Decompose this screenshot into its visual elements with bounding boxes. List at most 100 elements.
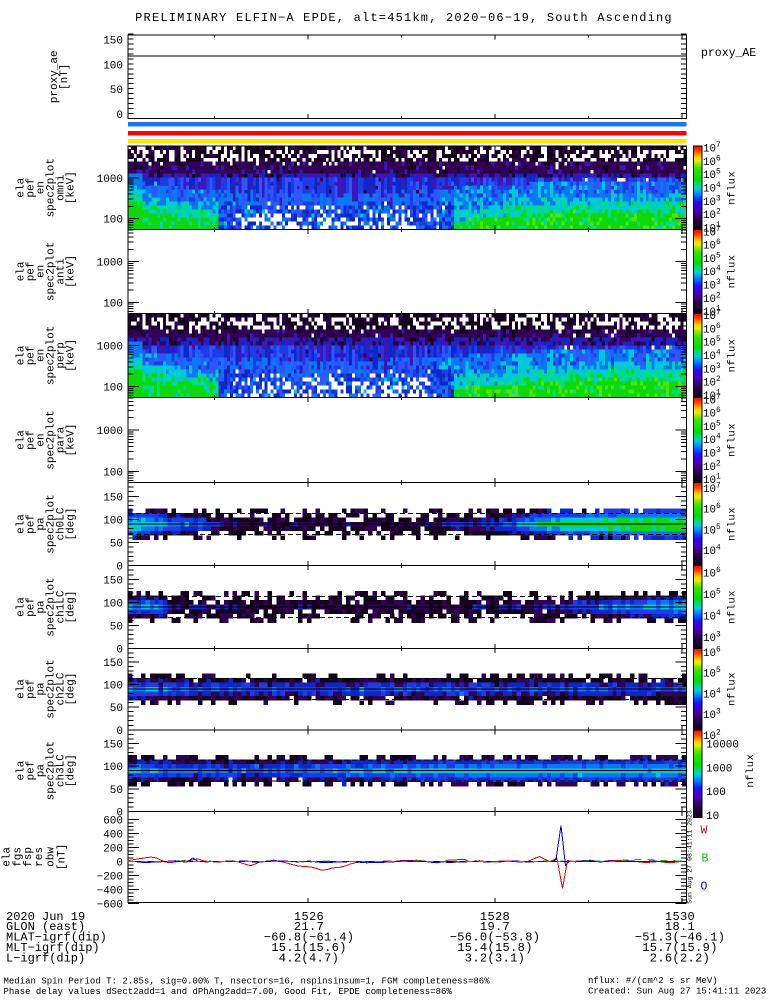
svg-text:−600: −600 [97, 899, 123, 911]
svg-text:pef: pef [26, 761, 38, 781]
svg-text:pa: pa [36, 764, 48, 778]
svg-text:Created: Sun Aug 27 15:41:11 2: Created: Sun Aug 27 15:41:11 2023 [588, 987, 766, 997]
svg-text:en: en [36, 265, 48, 278]
svg-text:1000: 1000 [97, 258, 123, 270]
svg-text:ela: ela [16, 261, 28, 281]
svg-text:pa: pa [36, 682, 48, 696]
svg-text:−200: −200 [97, 871, 123, 883]
svg-text:nflux: nflux [727, 507, 739, 541]
svg-text:150: 150 [103, 739, 123, 751]
svg-text:−400: −400 [97, 885, 123, 897]
svg-text:spec2plot: spec2plot [46, 494, 58, 553]
svg-text:[deg]: [deg] [66, 672, 78, 705]
svg-text:3.2(3.1): 3.2(3.1) [465, 952, 525, 966]
svg-text:100: 100 [103, 598, 123, 610]
svg-text:ela: ela [16, 597, 28, 617]
svg-text:en: en [36, 433, 48, 446]
svg-text:pef: pef [26, 430, 38, 450]
svg-text:0: 0 [116, 644, 123, 656]
svg-text:100: 100 [103, 215, 123, 227]
svg-text:ela: ela [16, 760, 28, 780]
svg-text:[keV]: [keV] [66, 339, 78, 372]
svg-text:100: 100 [103, 60, 123, 72]
svg-text:1530: 1530 [665, 910, 695, 924]
svg-text:0: 0 [116, 808, 123, 820]
svg-text:10000: 10000 [706, 740, 739, 752]
svg-text:100: 100 [103, 383, 123, 395]
svg-text:obw: obw [46, 847, 58, 867]
svg-text:100: 100 [103, 681, 123, 693]
svg-text:Phase delay values dSect2add=1: Phase delay values dSect2add=1 and dPhAn… [4, 987, 453, 997]
svg-text:2020 Jun 19: 2020 Jun 19 [6, 910, 85, 924]
svg-text:2.6(2.2): 2.6(2.2) [650, 952, 710, 966]
svg-text:perp: perp [56, 342, 68, 368]
svg-text:O: O [701, 881, 708, 894]
svg-text:1000: 1000 [706, 763, 732, 775]
svg-text:100: 100 [103, 762, 123, 774]
svg-text:0: 0 [116, 110, 123, 122]
svg-text:omni: omni [56, 174, 68, 201]
svg-text:−56.0(−53.8): −56.0(−53.8) [450, 931, 541, 945]
svg-text:50: 50 [110, 703, 123, 715]
svg-text:150: 150 [103, 492, 123, 504]
svg-text:15.4(15.8): 15.4(15.8) [457, 941, 533, 955]
svg-text:para: para [56, 426, 68, 453]
svg-text:200: 200 [103, 844, 123, 856]
svg-text:spec2plot: spec2plot [46, 410, 58, 469]
svg-text:ela: ela [2, 847, 14, 867]
svg-text:fsp: fsp [23, 847, 35, 867]
svg-text:spec2plot: spec2plot [46, 326, 58, 385]
svg-text:15.7(15.9): 15.7(15.9) [642, 941, 718, 955]
svg-text:18.1: 18.1 [665, 920, 695, 934]
svg-text:ela: ela [16, 345, 28, 365]
svg-text:anti: anti [56, 258, 68, 285]
svg-text:[keV]: [keV] [66, 255, 78, 288]
svg-text:21.7: 21.7 [294, 920, 324, 934]
svg-text:pef: pef [26, 514, 38, 534]
svg-text:pef: pef [26, 345, 38, 365]
svg-text:spec2plot: spec2plot [46, 242, 58, 301]
svg-text:pef: pef [26, 178, 38, 198]
svg-text:MLAT−igrf(dip): MLAT−igrf(dip) [6, 931, 107, 945]
svg-text:spec2plot: spec2plot [46, 577, 58, 636]
svg-text:MLT−igrf(dip): MLT−igrf(dip) [6, 941, 100, 955]
svg-text:50: 50 [110, 621, 123, 633]
svg-text:ela: ela [16, 514, 28, 534]
svg-text:0: 0 [116, 858, 123, 870]
svg-text:proxy_AE: proxy_AE [701, 47, 756, 60]
svg-text:1000: 1000 [97, 342, 123, 354]
svg-text:GLON (east): GLON (east) [6, 920, 85, 934]
svg-text:spec2plot: spec2plot [46, 659, 58, 718]
svg-text:nflux: nflux [745, 754, 757, 788]
svg-text:spec2plot: spec2plot [46, 158, 58, 217]
svg-text:1000: 1000 [97, 174, 123, 186]
svg-text:400: 400 [103, 830, 123, 842]
svg-text:nflux: nflux [727, 423, 739, 457]
svg-text:pa: pa [36, 600, 48, 614]
svg-text:100: 100 [103, 515, 123, 527]
svg-text:[deg]: [deg] [66, 590, 78, 623]
svg-text:−60.8(−61.4): −60.8(−61.4) [264, 931, 355, 945]
svg-text:pef: pef [26, 679, 38, 699]
svg-text:150: 150 [103, 658, 123, 670]
svg-text:ch0LC: ch0LC [56, 507, 68, 540]
svg-text:B: B [702, 853, 709, 866]
svg-text:15.1(15.6): 15.1(15.6) [271, 941, 347, 955]
svg-text:en: en [36, 181, 48, 194]
svg-text:en: en [36, 349, 48, 362]
svg-text:50: 50 [110, 539, 123, 551]
svg-text:4.2(4.7): 4.2(4.7) [279, 952, 339, 966]
svg-text:−51.3(−46.1): −51.3(−46.1) [635, 931, 726, 945]
svg-text:proxy_ae: proxy_ae [49, 50, 61, 103]
svg-text:spec2plot: spec2plot [46, 741, 58, 800]
svg-text:fgs: fgs [12, 847, 24, 867]
svg-text:PRELIMINARY ELFIN−A EPDE, alt=: PRELIMINARY ELFIN−A EPDE, alt=451km, 202… [135, 11, 673, 25]
svg-text:pef: pef [26, 597, 38, 617]
svg-text:100: 100 [103, 298, 123, 310]
svg-text:nflux: nflux [727, 338, 739, 372]
svg-text:[deg]: [deg] [66, 754, 78, 787]
svg-text:ch1LC: ch1LC [56, 590, 68, 623]
svg-text:150: 150 [103, 575, 123, 587]
svg-text:nflux: #/(cm^2 s sr MeV): nflux: #/(cm^2 s sr MeV) [588, 976, 718, 986]
svg-text:ela: ela [16, 430, 28, 450]
